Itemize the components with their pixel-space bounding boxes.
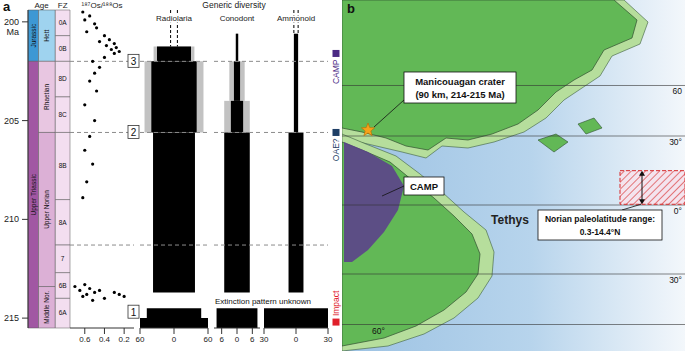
svg-text:Radiolaria: Radiolaria [156, 14, 193, 23]
svg-text:Hett: Hett [43, 30, 50, 42]
svg-text:Jurassic: Jurassic [30, 23, 37, 48]
svg-text:Generic diversity: Generic diversity [202, 0, 266, 10]
svg-text:8D: 8D [58, 75, 67, 82]
svg-text:60°: 60° [372, 326, 385, 336]
svg-text:Upper Norian: Upper Norian [43, 190, 51, 229]
svg-text:200: 200 [4, 17, 19, 27]
svg-text:6A: 6A [59, 309, 68, 316]
svg-text:Manicouagan crater: Manicouagan crater [415, 76, 505, 87]
svg-text:Middle Nor.: Middle Nor. [43, 291, 50, 324]
svg-text:8C: 8C [58, 111, 67, 118]
svg-text:1: 1 [131, 307, 137, 318]
svg-text:¹⁸⁷Os/¹⁸⁸Os: ¹⁸⁷Os/¹⁸⁸Os [81, 1, 122, 10]
svg-text:Extinction pattern unknown: Extinction pattern unknown [215, 297, 311, 306]
svg-text:Ammonoid: Ammonoid [277, 14, 315, 23]
svg-text:0.2: 0.2 [119, 335, 131, 344]
svg-text:2: 2 [131, 127, 137, 138]
svg-text:30: 30 [324, 335, 333, 344]
svg-text:a: a [3, 0, 11, 14]
svg-text:Ma: Ma [6, 27, 19, 37]
svg-text:6: 6 [250, 335, 255, 344]
svg-text:0: 0 [235, 335, 240, 344]
svg-text:Impact: Impact [331, 290, 341, 316]
svg-text:CAMP: CAMP [410, 181, 439, 192]
svg-text:Upper Triassic: Upper Triassic [30, 173, 38, 215]
svg-text:215: 215 [4, 313, 19, 323]
svg-text:0.6: 0.6 [79, 335, 91, 344]
svg-text:60: 60 [673, 86, 683, 96]
svg-text:6: 6 [219, 335, 224, 344]
svg-text:8B: 8B [59, 162, 67, 169]
svg-text:Tethys: Tethys [491, 213, 529, 227]
svg-text:30°: 30° [669, 275, 682, 285]
svg-text:OAE?: OAE? [331, 138, 341, 161]
svg-text:30°: 30° [669, 137, 682, 147]
svg-text:0.3-14.4°N: 0.3-14.4°N [580, 227, 621, 237]
svg-text:60: 60 [204, 335, 213, 344]
svg-text:Conodont: Conodont [220, 14, 255, 23]
svg-text:210: 210 [4, 214, 19, 224]
svg-text:6B: 6B [59, 282, 67, 289]
svg-text:Rhaetian: Rhaetian [43, 84, 50, 110]
svg-text:FZ: FZ [58, 1, 68, 10]
svg-text:0°: 0° [674, 206, 682, 216]
svg-text:Norian paleolatitude range:: Norian paleolatitude range: [545, 214, 655, 224]
svg-text:(90 km, 214-215 Ma): (90 km, 214-215 Ma) [415, 89, 504, 100]
svg-text:60: 60 [136, 335, 145, 344]
svg-text:CAMP: CAMP [331, 59, 341, 84]
svg-text:205: 205 [4, 116, 19, 126]
svg-text:b: b [347, 1, 355, 16]
svg-text:30: 30 [260, 335, 269, 344]
svg-text:8A: 8A [59, 219, 68, 226]
svg-text:7: 7 [61, 255, 65, 262]
svg-text:3: 3 [131, 56, 137, 67]
svg-text:0.4: 0.4 [99, 335, 111, 344]
svg-text:0: 0 [172, 335, 177, 344]
svg-text:0: 0 [294, 335, 299, 344]
svg-text:0A: 0A [59, 19, 68, 26]
svg-text:0B: 0B [59, 45, 67, 52]
svg-text:Age: Age [35, 1, 50, 10]
